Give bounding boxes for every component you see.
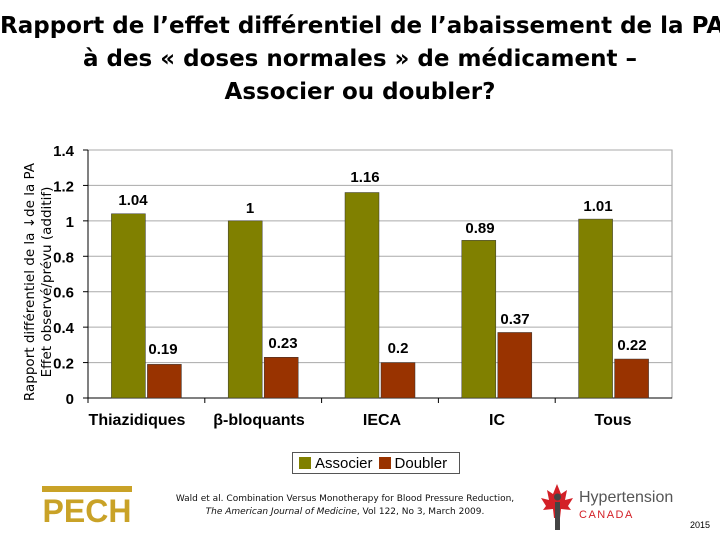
bar-doubler-0 xyxy=(147,364,182,399)
logo-figure-icon xyxy=(555,502,560,530)
legend-label-doubler: Doubler xyxy=(394,454,448,472)
data-label-associer-1: 1 xyxy=(246,200,254,217)
legend-swatch-doubler xyxy=(378,457,391,469)
bar-associer-2 xyxy=(344,192,380,399)
bar-doubler-1 xyxy=(263,357,299,399)
x-tick-label-4: Tous xyxy=(594,412,631,429)
chart-legend: Associer Doubler xyxy=(292,452,461,474)
y-tick-label: 1.4 xyxy=(53,143,75,160)
data-label-associer-3: 0.89 xyxy=(465,220,494,237)
bar-doubler-3 xyxy=(497,332,533,399)
data-label-doubler-1: 0.23 xyxy=(268,335,297,352)
y-tick-label: 0.6 xyxy=(53,285,74,302)
pech-logo: PECH xyxy=(42,486,132,529)
citation-details: , Vol 122, No 3, March 2009. xyxy=(356,507,485,517)
y-tick-label: 1.2 xyxy=(53,178,74,195)
title-line-1: Rapport de l’effet différentiel de l’aba… xyxy=(0,13,720,39)
data-label-doubler-0: 0.19 xyxy=(148,341,177,358)
legend-item-doubler: Doubler xyxy=(378,454,448,472)
logo-canada-text: CANADA xyxy=(579,509,634,521)
pech-logo-text: PECH xyxy=(43,493,132,526)
plot-area xyxy=(87,149,673,399)
y-tick-label: 0.2 xyxy=(53,356,74,373)
citation-line-1: Wald et al. Combination Versus Monothera… xyxy=(175,494,515,504)
bar-doubler-4 xyxy=(614,358,649,399)
x-tick-label-1: β-bloquants xyxy=(213,412,305,429)
title-line-3: Associer ou doubler? xyxy=(224,79,496,105)
data-label-doubler-3: 0.37 xyxy=(500,311,529,328)
x-tick-label-2: IECA xyxy=(363,412,402,429)
bar-associer-4 xyxy=(578,218,613,399)
citation: Wald et al. Combination Versus Monothera… xyxy=(150,493,540,519)
data-label-doubler-2: 0.2 xyxy=(388,340,409,357)
legend-item-associer: Associer xyxy=(299,455,373,472)
data-label-associer-2: 1.16 xyxy=(350,169,379,186)
y-tick-label: 0.8 xyxy=(53,249,74,266)
x-tick-label-3: IC xyxy=(489,412,505,429)
year-label: 2015 xyxy=(690,520,711,530)
bar-doubler-2 xyxy=(380,362,416,399)
title-line-2: à des « doses normales » de médicament – xyxy=(82,46,638,72)
legend-swatch-associer xyxy=(299,457,311,469)
citation-journal: The American Journal of Medicine xyxy=(205,507,357,517)
y-tick-label: 0.4 xyxy=(53,320,75,337)
x-tick-label-0: Thiazidiques xyxy=(89,412,186,429)
logo-hypertension-text: Hypertension xyxy=(579,489,673,506)
bar-associer-0 xyxy=(111,213,146,399)
page-title: Rapport de l’effet différentiel de l’aba… xyxy=(0,10,720,109)
citation-line-2: The American Journal of Medicine, Vol 12… xyxy=(150,506,540,519)
data-label-doubler-4: 0.22 xyxy=(617,337,646,354)
bar-associer-3 xyxy=(461,240,497,399)
bar-associer-1 xyxy=(227,220,263,399)
data-label-associer-0: 1.04 xyxy=(118,192,148,209)
data-label-associer-4: 1.01 xyxy=(583,198,612,215)
y-tick-label: 1 xyxy=(66,214,74,231)
hypertension-canada-logo: Hypertension CANADA xyxy=(535,478,695,533)
maple-leaf-icon xyxy=(541,484,573,518)
legend-label-associer: Associer xyxy=(315,454,373,472)
y-tick-label: 0 xyxy=(66,391,74,408)
